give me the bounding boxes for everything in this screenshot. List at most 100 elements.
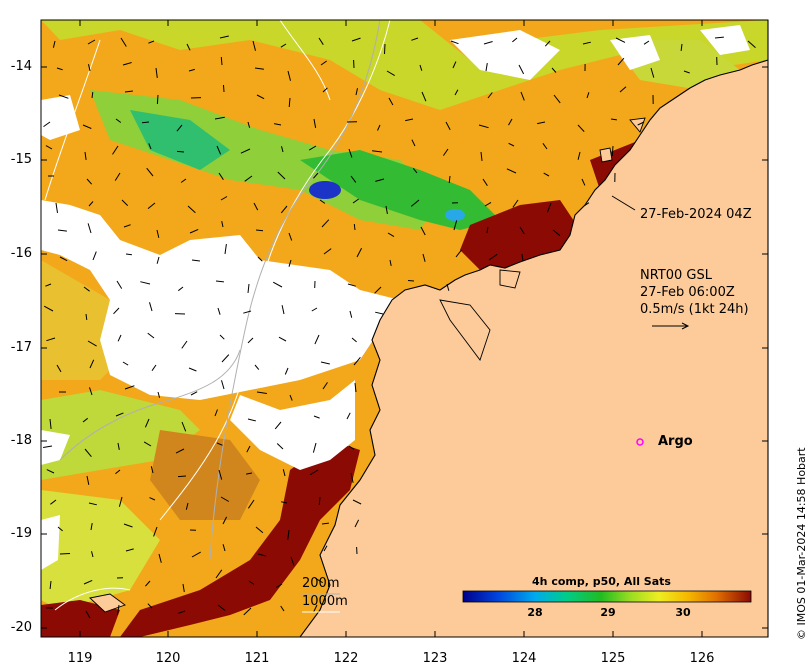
current-vector xyxy=(157,391,161,398)
current-vector xyxy=(247,337,254,344)
current-vector xyxy=(582,41,591,45)
current-vector xyxy=(384,43,386,55)
current-vector xyxy=(191,551,201,558)
current-vector xyxy=(485,63,488,72)
current-vector xyxy=(453,220,458,231)
current-vector xyxy=(114,172,121,181)
current-vector xyxy=(281,305,285,315)
current-vector xyxy=(215,280,224,283)
current-vector xyxy=(115,412,124,417)
current-vector xyxy=(247,418,256,422)
reference-arrow xyxy=(652,322,690,330)
current-vector xyxy=(56,67,63,71)
current-vector xyxy=(252,40,256,51)
current-vector xyxy=(221,220,224,228)
current-vector xyxy=(124,90,133,93)
current-vector xyxy=(52,40,56,48)
current-vector xyxy=(518,64,525,75)
current-vector xyxy=(290,556,295,566)
current-vector xyxy=(57,229,67,232)
current-vector xyxy=(619,86,627,93)
current-vector xyxy=(120,37,127,47)
colorbar-tick: 29 xyxy=(600,606,616,619)
current-vector xyxy=(219,35,229,39)
current-vector xyxy=(86,475,90,485)
lat-tick: -18 xyxy=(10,433,32,448)
current-vector xyxy=(181,421,187,432)
current-vector xyxy=(348,445,355,450)
current-vector xyxy=(87,340,97,347)
current-vector xyxy=(351,337,357,343)
lat-tick: -14 xyxy=(10,59,32,74)
current-vector xyxy=(151,364,157,371)
current-vector xyxy=(352,198,359,204)
current-vector xyxy=(553,94,561,104)
current-vector xyxy=(124,385,135,390)
current-vector xyxy=(84,151,87,160)
current-vector xyxy=(543,172,550,177)
current-vector xyxy=(57,526,63,532)
current-vector xyxy=(116,604,120,615)
current-vector xyxy=(422,253,426,262)
current-vector xyxy=(314,577,323,584)
current-vector xyxy=(508,118,513,126)
current-vector xyxy=(288,97,291,108)
current-vector xyxy=(146,167,154,177)
current-vector xyxy=(322,87,328,93)
current-vector xyxy=(486,227,489,234)
current-vector xyxy=(388,97,394,106)
current-vector xyxy=(254,67,264,70)
lon-tick: 126 xyxy=(689,651,715,666)
current-vector xyxy=(512,199,519,208)
current-vector xyxy=(542,143,548,150)
current-vector xyxy=(255,229,264,232)
current-vector xyxy=(323,545,328,552)
lon-tick: 121 xyxy=(244,651,270,666)
current-vector xyxy=(115,118,122,123)
current-vector xyxy=(288,259,292,267)
current-vector xyxy=(43,121,51,128)
current-vector xyxy=(320,60,327,66)
current-vector xyxy=(158,553,162,563)
current-vector xyxy=(222,544,226,552)
current-vector xyxy=(519,226,525,235)
current-vector xyxy=(144,418,150,428)
lon-tick: 119 xyxy=(67,651,93,666)
current-vector xyxy=(86,178,93,185)
current-vector xyxy=(143,441,152,447)
current-vector xyxy=(318,496,321,506)
current-vector xyxy=(221,354,230,363)
current-vector xyxy=(353,223,356,231)
current-time-label: 27-Feb 06:00Z xyxy=(640,285,735,300)
current-vector xyxy=(220,196,228,201)
lat-tick: -15 xyxy=(10,152,32,167)
cloud-gaps xyxy=(41,25,750,570)
current-vector xyxy=(59,256,68,262)
lat-tick: -19 xyxy=(10,526,32,541)
bathymetry-contours xyxy=(44,19,391,611)
current-vector xyxy=(244,175,253,182)
current-vector xyxy=(375,178,385,182)
current-vector xyxy=(55,202,58,213)
current-vector xyxy=(84,448,92,458)
current-vector xyxy=(222,516,228,525)
current-vector xyxy=(311,307,318,312)
current-vector xyxy=(181,340,188,349)
current-vector xyxy=(308,145,317,151)
current-vector xyxy=(243,607,252,616)
current-vector xyxy=(185,502,189,510)
current-vector xyxy=(272,281,283,288)
current-vector xyxy=(85,610,91,619)
current-vector xyxy=(482,178,488,186)
current-vector xyxy=(275,583,283,589)
lat-tick: -16 xyxy=(10,246,32,261)
current-vector xyxy=(219,334,225,340)
current-vector xyxy=(118,496,123,507)
current-vector xyxy=(274,421,282,430)
current-vector xyxy=(280,205,288,214)
current-vector xyxy=(88,64,91,72)
current-vector xyxy=(488,253,498,261)
current-vector xyxy=(714,36,724,39)
current-vector xyxy=(89,387,93,396)
